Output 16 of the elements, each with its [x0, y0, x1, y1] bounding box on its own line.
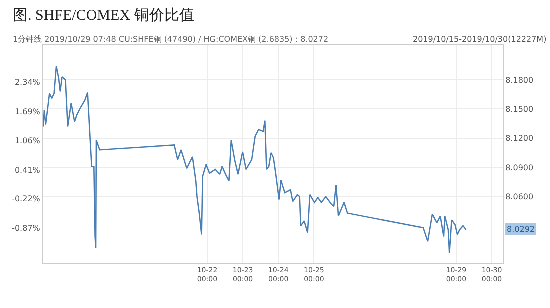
chart-subtitle: 1分钟线 2019/10/29 07:48 CU:SHFE铜 (47490) / HG:COMEX铜 (2.6835) : 8.0272 — [13, 35, 329, 44]
y2-tick-label: 8.1500 — [506, 105, 534, 114]
y-tick-label: 1.06% — [14, 136, 41, 146]
y-tick-label: 1.69% — [14, 108, 41, 117]
y2-tick-label: 8.0600 — [506, 192, 534, 202]
y2-tick-label: 8.0900 — [506, 163, 534, 172]
y2-tick-label: 8.1800 — [506, 76, 534, 85]
y-tick-label: -0.22% — [12, 194, 41, 204]
y-tick-label: 2.34% — [14, 78, 41, 88]
line-series — [43, 66, 467, 254]
annotation: 2019/10/15-2019/10/30(12227M) — [413, 35, 547, 44]
y2-tick-label: 8.1200 — [506, 134, 534, 144]
y-tick-label: -0.87% — [12, 224, 41, 234]
y-tick-label: 0.41% — [14, 166, 41, 175]
chart-title: 图. SHFE/COMEX 铜价比值 — [13, 7, 194, 24]
text: 8.0292 — [507, 225, 535, 234]
